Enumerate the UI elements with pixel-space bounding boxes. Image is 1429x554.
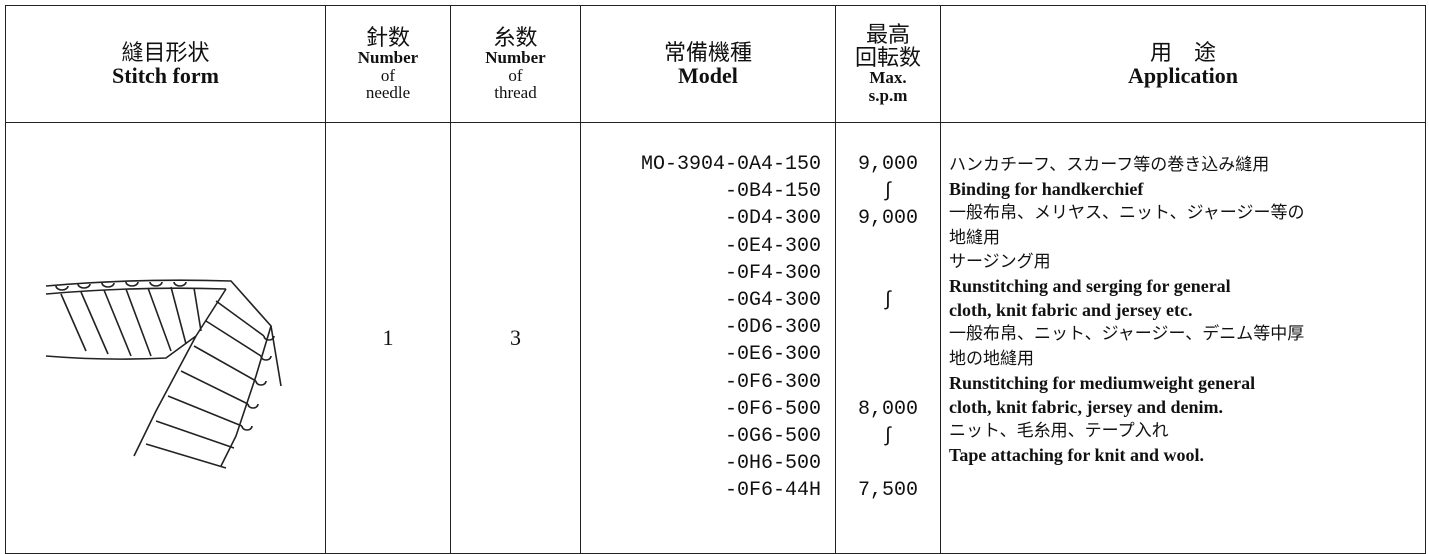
header-text: Model (678, 63, 738, 88)
speed-line (836, 314, 940, 341)
application-line: 一般布帛、メリヤス、ニット、ジャージー等の (949, 203, 1305, 223)
header-text: 常備機種 (663, 39, 752, 65)
header-cell: 糸数 Number of thread (450, 5, 581, 123)
speed-line: 8,000 (857, 397, 918, 421)
header-text: 針数 (365, 24, 410, 50)
application-line: ハンカチーフ、スカーフ等の巻き込み縫用 (949, 155, 1270, 174)
speed-line (836, 369, 940, 396)
speed-line (836, 450, 940, 477)
model-line: -0D6-300 (724, 316, 821, 340)
model-line: -0E4-300 (724, 234, 821, 258)
speed-line: 9,000 (857, 153, 918, 176)
application-line: cloth, knit fabric and jersey etc. (949, 300, 1193, 321)
header-cell: 常備機種 Model (580, 5, 836, 123)
body-row: 1 3 MO-3904-0A4-150 -0B4-150 -0D4-300 -0E4-… (5, 122, 1426, 554)
application-line: サージング用 (949, 251, 1051, 271)
header-text: Number (485, 47, 546, 67)
model-line: -0F4-300 (724, 261, 821, 285)
model-line: MO-3904-0A4-150 (640, 153, 821, 176)
application-line: Runstitching and serging for general (949, 276, 1231, 297)
spec-table: 縫目形状 Stitch form 針数 Number of needle 糸数 Numbe… (5, 5, 1426, 554)
header-text: Number (357, 47, 419, 67)
header-cell: 針数 Number of needle (325, 5, 451, 123)
model-line: -0E6-300 (724, 343, 821, 367)
header-row: 縫目形状 Stitch form 針数 Number of needle 糸数 Numbe… (5, 5, 1426, 123)
model-line: -0F6-500 (724, 397, 821, 421)
header-text: 回転数 (854, 45, 921, 71)
application-line: cloth, knit fabric, jersey and denim. (949, 397, 1223, 418)
application-line: Binding for handkerchief (949, 179, 1144, 200)
stitch-cell (5, 122, 326, 554)
header-cell: 用 途 Application (940, 5, 1426, 123)
application-line: 地縫用 (949, 227, 1000, 247)
header-text: s.p.m (868, 86, 908, 106)
model-line: -0B4-150 (724, 180, 821, 204)
header-text: 用 途 (1149, 39, 1216, 65)
model-line: -0F6-44H (724, 479, 821, 503)
application-line: 地の地縫用 (949, 348, 1034, 368)
header-text: of (380, 65, 396, 85)
speed-line: 9,000 (857, 207, 918, 231)
model-line: -0F6-300 (724, 370, 821, 394)
model-line: -0H6-500 (724, 452, 821, 476)
application-line: ニット、毛糸用、テープ入れ (949, 421, 1169, 441)
speed-line (836, 341, 940, 368)
speed-line: ∫ (881, 424, 894, 448)
application-line: Tape attaching for knit and wool. (949, 445, 1205, 466)
header-cell: 縫目形状 Stitch form (5, 5, 326, 123)
speed-line: ∫ (881, 180, 894, 204)
speed-line (836, 233, 940, 260)
speed-line: 7,500 (857, 479, 918, 503)
header-text: of (508, 65, 523, 85)
header-text: 最高 (865, 22, 910, 48)
needle-cell: 1 (325, 122, 451, 554)
header-text: 縫目形状 (121, 39, 210, 65)
header-text: Stitch form (112, 63, 219, 88)
speed-cell: 9,000 ∫ 9,000 ∫ 8,000 ∫ 7,500 (835, 122, 941, 554)
application-line: Runstitching for mediumweight general (949, 372, 1256, 393)
application-cell: ハンカチーフ、スカーフ等の巻き込み縫用 Binding for handkerch… (940, 122, 1426, 554)
speed-line: ∫ (881, 288, 894, 312)
model-line: -0G4-300 (724, 289, 821, 313)
header-text: thread (494, 83, 537, 103)
model-line: -0G6-500 (724, 425, 821, 449)
header-text: Max. (869, 68, 907, 88)
model-line: -0D4-300 (724, 207, 821, 231)
model-cell: MO-3904-0A4-150 -0B4-150 -0D4-300 -0E4-300 -… (580, 122, 836, 554)
stitch-illustration (45, 278, 282, 469)
header-text: Application (1127, 63, 1239, 88)
header-text: 糸数 (493, 24, 538, 50)
page: 縫目形状 Stitch form 針数 Number of needle 糸数 Numbe… (5, 5, 1426, 554)
application-line: 一般布帛、ニット、ジャージー、デニム等中厚 (949, 324, 1305, 344)
header-text: needle (365, 83, 411, 103)
thread-cell: 3 (450, 122, 581, 554)
header-cell: 最高 回転数 Max. s.p.m (835, 5, 941, 123)
speed-line (836, 260, 940, 287)
